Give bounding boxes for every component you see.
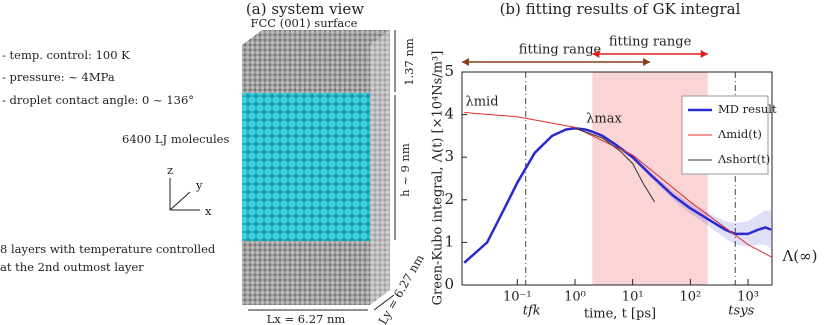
system-view: (a) system view FCC (001) surface - temp… xyxy=(0,0,427,325)
liquid xyxy=(242,93,370,241)
axis-arrow xyxy=(169,191,191,211)
y-tick-label: 5 xyxy=(444,62,454,80)
legend-label: Λshort(t) xyxy=(717,152,770,166)
label: at the 2nd outmost layer xyxy=(0,260,144,274)
dim-line xyxy=(373,294,395,311)
bottom-slab xyxy=(242,241,370,305)
range-label: fitting range xyxy=(609,35,692,50)
panel-title: (a) system view xyxy=(246,0,364,18)
condition: - pressure: ~ 4MPa xyxy=(2,70,115,84)
label: 6400 LJ molecules xyxy=(122,132,229,146)
annotation: Λ(∞) xyxy=(781,247,817,265)
condition: - temp. control: 100 K xyxy=(2,48,130,62)
x-tick-label: 10⁰ xyxy=(564,290,586,305)
y-tick-label: 3 xyxy=(444,147,454,165)
series-line xyxy=(463,126,772,264)
x-tick-label: 10⁻¹ xyxy=(503,290,532,305)
annotation: λmid xyxy=(465,95,498,110)
chart-title: (b) fitting results of GK integral xyxy=(500,0,741,18)
label: 8 layers with temperature controlled xyxy=(0,242,216,256)
slab-side xyxy=(370,30,390,305)
range-label: fitting range xyxy=(519,43,602,58)
vline-label: tfk xyxy=(523,304,541,319)
plot-frame xyxy=(461,71,773,286)
dim-label: Lx = 6.27 nm xyxy=(267,312,346,325)
axis-name: z xyxy=(167,163,173,177)
top-slab xyxy=(242,45,370,93)
condition: - droplet contact angle: 0 ~ 136° xyxy=(2,93,194,107)
series-line xyxy=(464,111,773,258)
legend-label: Λmid(t) xyxy=(717,127,762,141)
y-tick-label: 0 xyxy=(444,275,454,293)
arrow-head xyxy=(643,58,651,66)
y-tick-label: 1 xyxy=(444,232,454,250)
slab-top xyxy=(242,30,390,45)
y-tick-label: 2 xyxy=(444,190,454,208)
x-tick-label: 10² xyxy=(679,290,701,305)
x-tick-label: 10¹ xyxy=(622,290,644,305)
y-label: Green-Kubo integral, Λ(t) [×10⁴Ns/m³] xyxy=(431,51,446,306)
axis-name: y xyxy=(195,178,203,192)
arrow-head xyxy=(592,50,600,58)
x-tick-label: 10³ xyxy=(737,290,759,305)
arrow-head xyxy=(700,50,708,58)
legend-label: MD result xyxy=(718,102,777,116)
y-tick-label: 4 xyxy=(444,105,454,123)
dim-label: h ~ 9 nm xyxy=(398,143,412,197)
x-label: time, t [ps] xyxy=(584,307,656,322)
axis-name: x xyxy=(205,204,212,218)
dim-label: 1.37 nm xyxy=(402,38,416,86)
vline-label: tsys xyxy=(728,304,754,319)
label: FCC (001) surface xyxy=(251,16,358,30)
annotation: λmax xyxy=(586,112,622,127)
arrow-head xyxy=(462,58,469,66)
series-line xyxy=(574,127,656,203)
chart: tfk tsys fitting range fitting range 0 1 2 3 4 5 1… xyxy=(431,0,818,322)
